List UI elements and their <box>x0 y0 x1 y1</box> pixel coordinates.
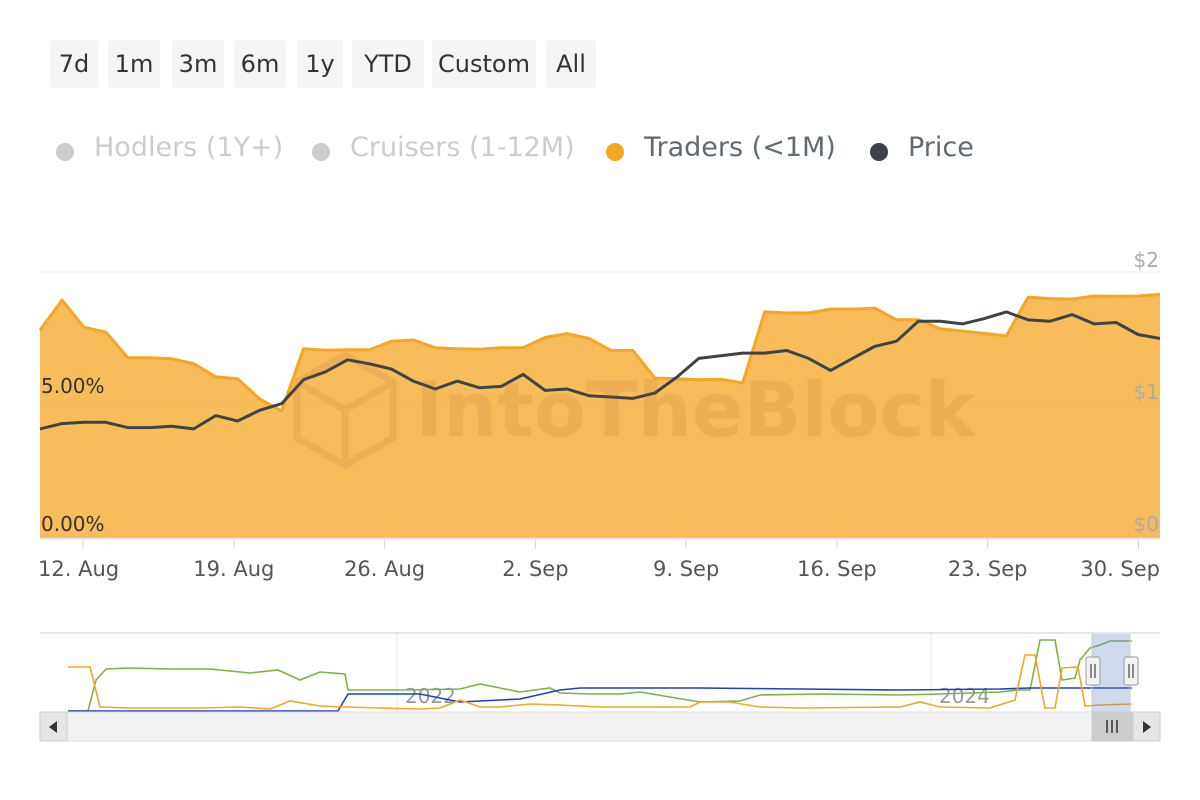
watermark: IntoTheBlock <box>293 350 977 470</box>
watermark-logo-icon <box>293 350 397 470</box>
x-tick-label: 9. Sep <box>653 557 719 581</box>
legend-dot-price <box>870 143 888 161</box>
legend-label-price: Price <box>908 132 974 163</box>
navigator-handle-left[interactable] <box>1085 656 1101 686</box>
scroll-left-button[interactable] <box>39 711 68 742</box>
legend-item-hodlers[interactable]: Hodlers (1Y+) <box>56 128 288 172</box>
range-button-1y[interactable]: 1y <box>297 40 343 88</box>
navigator-series-hodlers <box>68 639 1132 712</box>
x-tick-label: 16. Sep <box>797 557 877 581</box>
series-line-price <box>39 310 1161 431</box>
scrollbar-thumb[interactable] <box>1091 711 1133 742</box>
range-button-ytd[interactable]: YTD <box>352 40 424 88</box>
navigator[interactable]: 2022 2024 <box>40 632 1160 712</box>
x-axis-ticks: 12. Aug 19. Aug 26. Aug 2. Sep 9. Sep 16. Sep… <box>38 539 1160 581</box>
legend-dot-cruisers <box>312 143 330 161</box>
navigator-handle-right[interactable] <box>1123 656 1139 686</box>
triangle-left-icon <box>49 721 57 733</box>
navigator-series-traders <box>68 654 1133 710</box>
legend-label-cruisers: Cruisers (1-12M) <box>350 132 575 163</box>
range-button-1m[interactable]: 1m <box>108 40 160 88</box>
x-tick-label: 26. Aug <box>344 557 425 581</box>
legend-label-hodlers: Hodlers (1Y+) <box>94 132 284 163</box>
x-tick-label: 30. Sep <box>1080 557 1160 581</box>
navigator-scrollbar[interactable] <box>39 711 1161 742</box>
left-axis-label-0: 0.00% <box>41 512 105 536</box>
right-axis-label-1: $1 <box>1134 380 1159 404</box>
watermark-text: IntoTheBlock <box>415 365 977 454</box>
right-axis-label-0: $0 <box>1134 512 1159 536</box>
navigator-series-cruisers <box>68 687 1132 712</box>
right-axis-label-2: $2 <box>1134 248 1159 272</box>
left-axis-label-1: 5.00% <box>41 374 105 398</box>
legend-item-price[interactable]: Price <box>870 128 980 172</box>
legend-dot-hodlers <box>56 143 74 161</box>
navigator-year-2024: 2024 <box>939 684 990 708</box>
main-series-group <box>38 292 1161 538</box>
legend-item-traders[interactable]: Traders (<1M) <box>606 128 846 172</box>
x-tick-label: 2. Sep <box>502 557 568 581</box>
x-tick-label: 19. Aug <box>193 557 274 581</box>
scrollbar-track[interactable] <box>39 711 1161 742</box>
triangle-right-icon <box>1143 721 1151 733</box>
x-tick-label: 23. Sep <box>948 557 1028 581</box>
legend-dot-traders <box>606 143 624 161</box>
legend-item-cruisers[interactable]: Cruisers (1-12M) <box>312 128 588 172</box>
legend-label-traders: Traders (<1M) <box>644 132 836 163</box>
grip-lines-icon <box>1106 720 1118 733</box>
range-button-7d[interactable]: 7d <box>50 40 98 88</box>
x-tick-label: 12. Aug <box>38 557 119 581</box>
series-area-traders-1m <box>40 294 1160 538</box>
range-button-custom[interactable]: Custom <box>432 40 536 88</box>
scroll-right-button[interactable] <box>1132 711 1161 742</box>
series-line-traders-1m <box>38 292 1161 413</box>
range-button-all[interactable]: All <box>546 40 596 88</box>
range-button-6m[interactable]: 6m <box>234 40 286 88</box>
range-button-3m[interactable]: 3m <box>172 40 224 88</box>
